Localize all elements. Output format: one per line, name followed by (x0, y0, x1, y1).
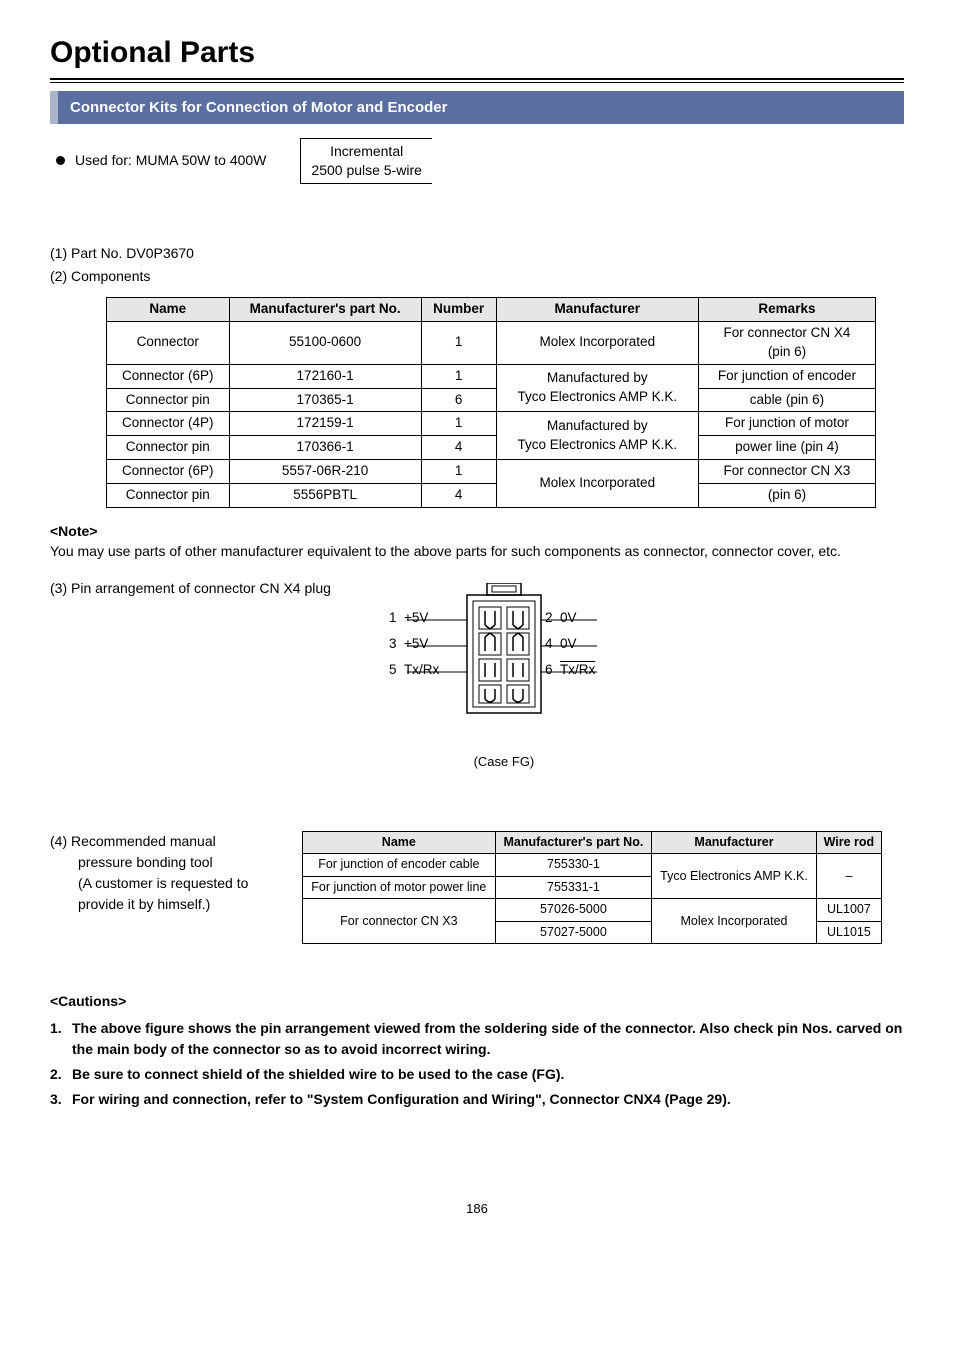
cell-rem: For connector CN X3 (698, 460, 875, 484)
cell-name: For junction of encoder cable (303, 854, 496, 877)
table-row: Connector (6P) 172160-1 1 Manufactured b… (107, 364, 876, 388)
used-for-text: Used for: MUMA 50W to 400W (75, 151, 266, 171)
cell-mfr: Manufactured by Tyco Electronics AMP K.K… (496, 412, 698, 460)
table-header-row: Name Manufacturer's part No. Number Manu… (107, 297, 876, 321)
note-heading: <Note> (50, 522, 904, 542)
th-name: Name (303, 831, 496, 854)
components-line: (2) Components (50, 267, 904, 287)
table-row: For junction of encoder cable 755330-1 T… (303, 854, 882, 877)
encoder-type-box: Incremental 2500 pulse 5-wire (300, 138, 432, 184)
cell-mfr: Manufactured by Tyco Electronics AMP K.K… (496, 364, 698, 412)
table-row: For connector CN X3 57026-5000 Molex Inc… (303, 899, 882, 922)
th-wire: Wire rod (816, 831, 881, 854)
cell-part: 5557-06R-210 (229, 460, 421, 484)
part-no-line: (1) Part No. DV0P3670 (50, 244, 904, 264)
cell-rem: cable (pin 6) (698, 388, 875, 412)
th-number: Number (421, 297, 496, 321)
cell-rem: For connector CN X4 (pin 6) (698, 321, 875, 364)
cell-wire: UL1015 (816, 921, 881, 944)
cell-part: 170365-1 (229, 388, 421, 412)
table-row: Connector (6P) 5557-06R-210 1 Molex Inco… (107, 460, 876, 484)
table-row: Connector pin 5556PBTL 4 (pin 6) (107, 484, 876, 508)
encoder-line2: 2500 pulse 5-wire (311, 161, 422, 180)
th-part: Manufacturer's part No. (229, 297, 421, 321)
page-title: Optional Parts (50, 32, 904, 74)
cell-rem: power line (pin 4) (698, 436, 875, 460)
cell-num: 1 (421, 321, 496, 364)
pin-diagram: 1 +5V 2 0V 3 +5V 4 0V 5 Tx/Rx 6 Tx/Rx (C… (389, 583, 619, 771)
cell-name: Connector pin (107, 436, 230, 460)
cell-wire: – (816, 854, 881, 899)
used-for-row: Used for: MUMA 50W to 400W Incremental 2… (56, 138, 904, 184)
th-mfr: Manufacturer (496, 297, 698, 321)
cell-rem: For junction of motor (698, 412, 875, 436)
cell-part: 5556PBTL (229, 484, 421, 508)
table-row: Connector pin 170366-1 4 power line (pin… (107, 436, 876, 460)
th-name: Name (107, 297, 230, 321)
caution-item: 2. Be sure to connect shield of the shie… (50, 1064, 904, 1085)
cell-name: For junction of motor power line (303, 876, 496, 899)
cell-part: 170366-1 (229, 436, 421, 460)
cell-rem: For junction of encoder (698, 364, 875, 388)
caution-item: 3. For wiring and connection, refer to "… (50, 1089, 904, 1110)
cell-mfr: Molex Incorporated (496, 321, 698, 364)
cell-wire: UL1007 (816, 899, 881, 922)
cell-name: Connector (6P) (107, 460, 230, 484)
cell-name: Connector pin (107, 484, 230, 508)
table-row: Connector (4P) 172159-1 1 Manufactured b… (107, 412, 876, 436)
cell-num: 6 (421, 388, 496, 412)
caution-item: 1. The above figure shows the pin arrang… (50, 1018, 904, 1060)
page-number: 186 (50, 1200, 904, 1218)
th-remarks: Remarks (698, 297, 875, 321)
cell-mfr: Molex Incorporated (496, 460, 698, 508)
section-4-text: (4) Recommended manual pressure bonding … (50, 831, 288, 915)
table-row: Connector 55100-0600 1 Molex Incorporate… (107, 321, 876, 364)
encoder-line1: Incremental (311, 142, 422, 161)
bullet-icon (56, 156, 65, 165)
cell-part: 755330-1 (495, 854, 652, 877)
title-rule-2 (50, 82, 904, 83)
tool-table: Name Manufacturer's part No. Manufacture… (302, 831, 882, 945)
cell-part: 172159-1 (229, 412, 421, 436)
table-row: Connector pin 170365-1 6 cable (pin 6) (107, 388, 876, 412)
cell-part: 755331-1 (495, 876, 652, 899)
cell-name: Connector (6P) (107, 364, 230, 388)
cell-num: 1 (421, 460, 496, 484)
cell-name: Connector (107, 321, 230, 364)
cell-rem: (pin 6) (698, 484, 875, 508)
cell-part: 57026-5000 (495, 899, 652, 922)
cell-name: For connector CN X3 (303, 899, 496, 944)
cell-name: Connector (4P) (107, 412, 230, 436)
components-table: Name Manufacturer's part No. Number Manu… (106, 297, 876, 508)
cell-part: 172160-1 (229, 364, 421, 388)
note-body: You may use parts of other manufacturer … (50, 542, 904, 562)
cell-mfr: Molex Incorporated (652, 899, 817, 944)
cell-mfr: Tyco Electronics AMP K.K. (652, 854, 817, 899)
pin-arrangement-label: (3) Pin arrangement of connector CN X4 p… (50, 579, 331, 599)
th-mfr: Manufacturer (652, 831, 817, 854)
cell-num: 1 (421, 412, 496, 436)
cell-num: 4 (421, 484, 496, 508)
table-header-row: Name Manufacturer's part No. Manufacture… (303, 831, 882, 854)
cautions-heading: <Cautions> (50, 992, 904, 1012)
cell-part: 57027-5000 (495, 921, 652, 944)
title-rule-1 (50, 78, 904, 80)
section-heading: Connector Kits for Connection of Motor a… (50, 91, 904, 124)
case-fg-label: (Case FG) (389, 753, 619, 771)
cell-part: 55100-0600 (229, 321, 421, 364)
cell-num: 4 (421, 436, 496, 460)
th-part: Manufacturer's part No. (495, 831, 652, 854)
cell-num: 1 (421, 364, 496, 388)
cell-name: Connector pin (107, 388, 230, 412)
